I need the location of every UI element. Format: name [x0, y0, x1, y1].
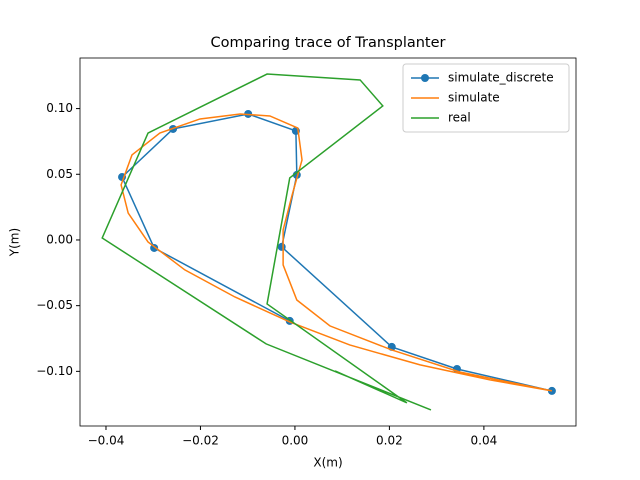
legend-label: simulate: [448, 91, 500, 105]
x-tick-label: 0.02: [376, 434, 403, 448]
legend-label: real: [448, 111, 471, 125]
legend-marker: [421, 74, 429, 82]
point: [277, 242, 286, 251]
chart-title: Comparing trace of Transplanter: [210, 35, 445, 51]
y-axis-label: Y(m): [8, 228, 22, 257]
legend-label: simulate_discrete: [448, 71, 554, 85]
x-axis-label: X(m): [313, 456, 342, 470]
x-tick-label: −0.04: [88, 434, 125, 448]
x-tick-label: 0.04: [471, 434, 498, 448]
y-tick-label: −0.10: [36, 364, 73, 378]
series-line: [101, 73, 432, 411]
x-tick-label: −0.02: [182, 434, 219, 448]
series-line: [121, 113, 553, 392]
legend-box: [402, 63, 570, 133]
plot-frame: [79, 57, 577, 427]
series-line: [120, 113, 553, 392]
x-tick-label: 0.00: [282, 434, 309, 448]
y-tick-label: 0.05: [46, 167, 73, 181]
y-tick-label: 0.10: [46, 101, 73, 115]
y-tick-label: −0.05: [36, 298, 73, 312]
y-tick-label: 0.00: [46, 232, 73, 246]
